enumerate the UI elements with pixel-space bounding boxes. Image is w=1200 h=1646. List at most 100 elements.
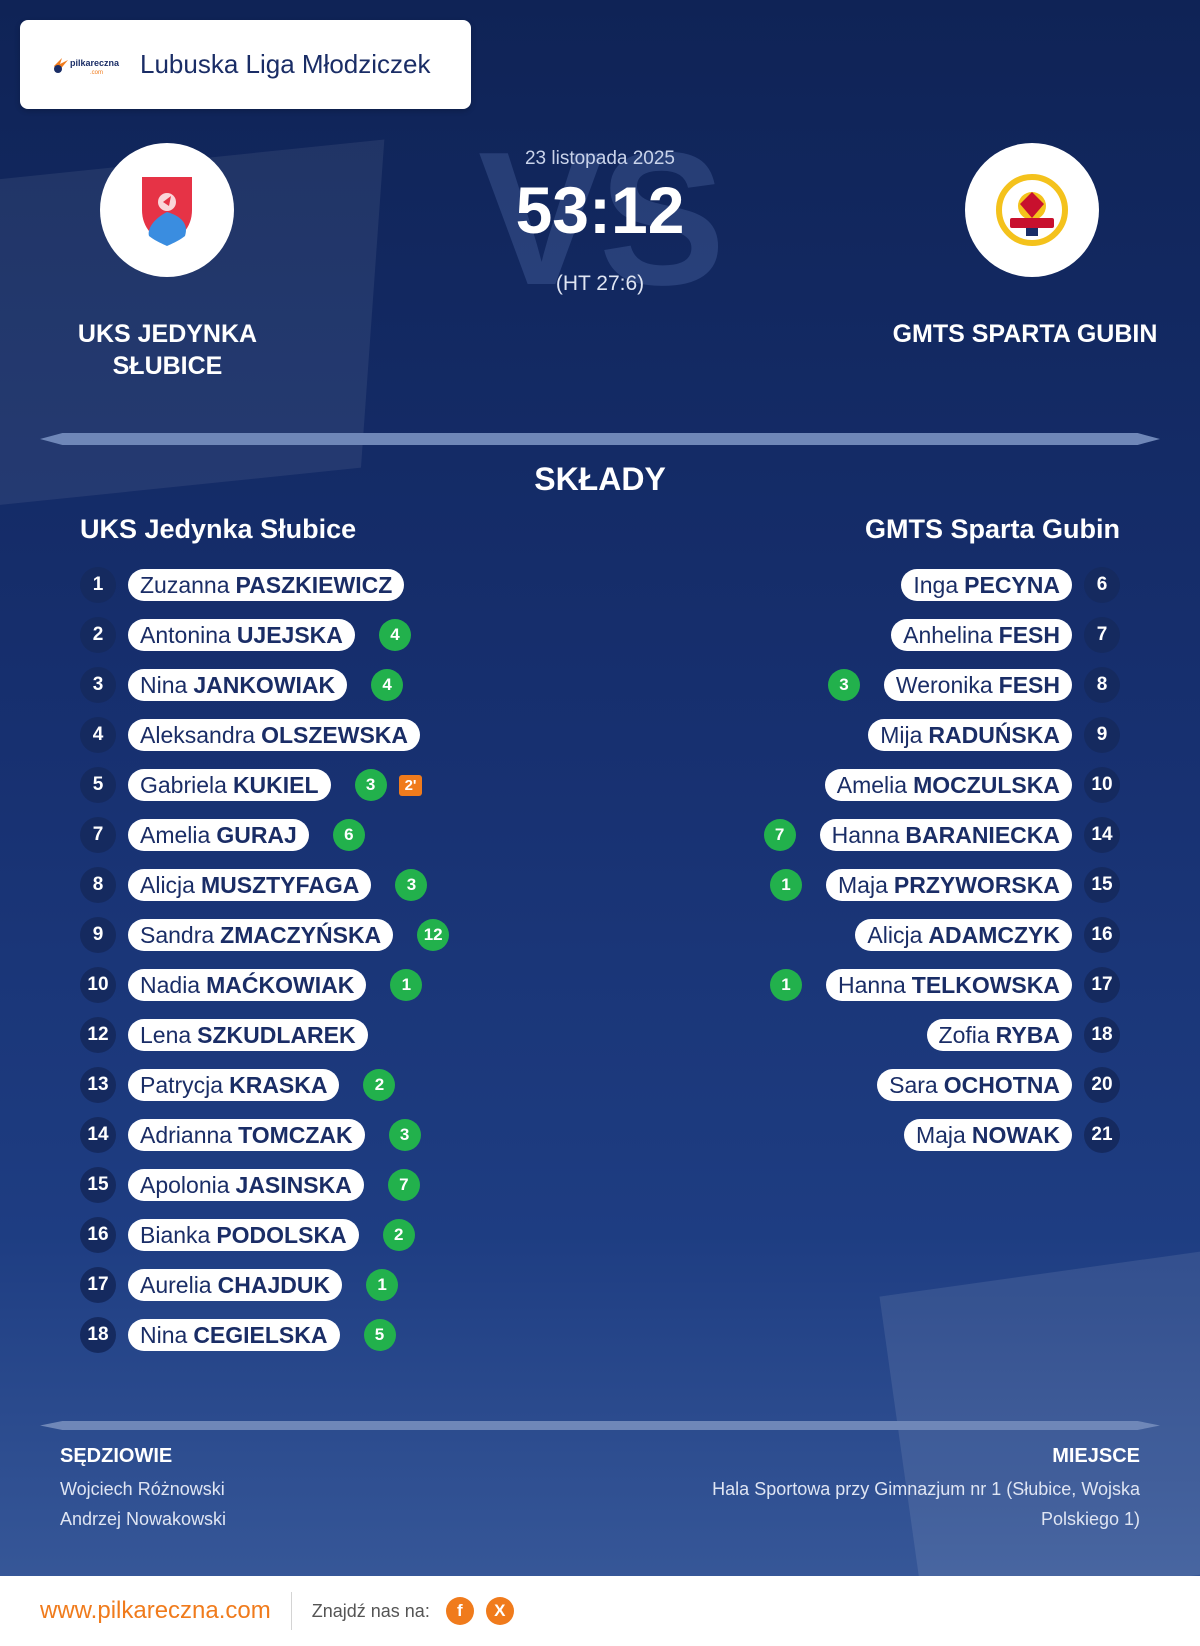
- away-roster: Inga PECYNA 6 Anhelina FESH 7 3 Weronika FESH 8 Mi…: [763, 560, 1120, 1160]
- player-number: 8: [1084, 667, 1120, 703]
- player-number: 18: [1084, 1017, 1120, 1053]
- player-name-pill[interactable]: Inga PECYNA: [901, 569, 1072, 601]
- goals-badge: 3: [388, 1119, 421, 1151]
- divider: [40, 433, 1160, 445]
- player-last-name: MAĆKOWIAK: [206, 971, 355, 998]
- player-last-name: PODOLSKA: [216, 1221, 347, 1248]
- player-number: 17: [1084, 967, 1120, 1003]
- player-name-pill[interactable]: Aurelia CHAJDUK: [128, 1269, 343, 1301]
- away-team-name: GMTS SPARTA GUBIN: [892, 320, 1158, 348]
- footer: www.pilkareczna.com Znajdź nas na: f X: [0, 1576, 1200, 1646]
- goals-badge: 7: [387, 1169, 420, 1201]
- facebook-icon[interactable]: f: [445, 1597, 474, 1625]
- player-name-pill[interactable]: Zofia RYBA: [926, 1019, 1072, 1051]
- player-number: 2: [80, 617, 116, 653]
- player-name-pill[interactable]: Weronika FESH: [883, 669, 1072, 701]
- player-name-pill[interactable]: Nina CEGIELSKA: [128, 1319, 340, 1351]
- pilkareczna-logo: pilkareczna .com: [50, 52, 120, 78]
- player-row: 7 Amelia GURAJ 6: [80, 810, 449, 860]
- player-name-pill[interactable]: Bianka PODOLSKA: [128, 1219, 359, 1251]
- player-last-name: NOWAK: [971, 1121, 1060, 1148]
- player-row: 16 Bianka PODOLSKA 2: [80, 1210, 449, 1260]
- player-row: Inga PECYNA 6: [764, 560, 1120, 610]
- player-first-name: Anhelina: [903, 621, 993, 648]
- player-number: 7: [1084, 617, 1120, 653]
- player-name-pill[interactable]: Adrianna TOMCZAK: [128, 1119, 365, 1151]
- player-first-name: Maja: [838, 871, 888, 898]
- league-header[interactable]: pilkareczna .com Lubuska Liga Młodziczek: [20, 20, 471, 109]
- player-name-pill[interactable]: Amelia GURAJ: [128, 819, 309, 851]
- player-row: Alicja ADAMCZYK 16: [764, 910, 1120, 960]
- svg-text:.com: .com: [90, 70, 103, 76]
- player-last-name: KUKIEL: [232, 771, 319, 798]
- player-last-name: BARANIECKA: [905, 821, 1060, 848]
- player-name-pill[interactable]: Sandra ZMACZYŃSKA: [128, 919, 394, 951]
- find-us-label: Znajdź nas na:: [311, 1600, 430, 1621]
- player-name-pill[interactable]: Apolonia JASINSKA: [128, 1169, 364, 1201]
- goals-badge: 7: [763, 819, 796, 851]
- player-first-name: Alicja: [140, 871, 195, 898]
- player-name-pill[interactable]: Aleksandra OLSZEWSKA: [128, 719, 421, 751]
- player-number: 13: [80, 1067, 116, 1103]
- player-row: 9 Sandra ZMACZYŃSKA 12: [80, 910, 450, 960]
- player-name-pill[interactable]: Nina JANKOWIAK: [128, 669, 348, 701]
- player-name-pill[interactable]: Amelia MOCZULSKA: [824, 769, 1072, 801]
- player-first-name: Adrianna: [140, 1121, 233, 1148]
- player-first-name: Bianka: [140, 1221, 211, 1248]
- player-row: Mija RADUŃSKA 9: [764, 710, 1120, 760]
- player-last-name: TOMCZAK: [238, 1121, 353, 1148]
- player-name-pill[interactable]: Hanna TELKOWSKA: [826, 969, 1072, 1001]
- player-number: 10: [80, 967, 116, 1003]
- player-first-name: Nina: [140, 671, 188, 698]
- x-icon[interactable]: X: [485, 1597, 514, 1625]
- vs-watermark: VS: [478, 113, 725, 325]
- referee-name: Andrzej Nowakowski: [60, 1509, 227, 1529]
- player-first-name: Zofia: [938, 1021, 990, 1048]
- player-last-name: JANKOWIAK: [193, 671, 336, 698]
- player-name-pill[interactable]: Anhelina FESH: [891, 619, 1072, 651]
- player-name-pill[interactable]: Nadia MAĆKOWIAK: [128, 969, 367, 1001]
- player-last-name: SZKUDLAREK: [197, 1021, 356, 1048]
- goals-badge: 3: [827, 669, 860, 701]
- player-name-pill[interactable]: Sara OCHOTNA: [877, 1069, 1072, 1101]
- player-name-pill[interactable]: Maja PRZYWORSKA: [826, 869, 1072, 901]
- player-row: 3 Nina JANKOWIAK 4: [80, 660, 449, 710]
- player-last-name: GURAJ: [216, 821, 297, 848]
- player-name-pill[interactable]: Gabriela KUKIEL: [128, 769, 331, 801]
- goals-badge: 1: [366, 1269, 399, 1301]
- svg-text:pilkareczna: pilkareczna: [70, 58, 120, 68]
- referee-name: Wojciech Różnowski: [60, 1479, 225, 1499]
- player-number: 7: [80, 817, 116, 853]
- player-name-pill[interactable]: Antonina UJEJSKA: [128, 619, 355, 651]
- player-number: 16: [80, 1217, 116, 1253]
- league-name: Lubuska Liga Młodziczek: [140, 49, 431, 79]
- player-number: 20: [1084, 1067, 1120, 1103]
- player-name-pill[interactable]: Alicja MUSZTYFAGA: [128, 869, 372, 901]
- player-row: Sara OCHOTNA 20: [764, 1060, 1120, 1110]
- away-roster-title: GMTS Sparta Gubin: [864, 514, 1120, 544]
- player-first-name: Nina: [140, 1321, 188, 1348]
- site-link[interactable]: www.pilkareczna.com: [40, 1597, 271, 1624]
- player-name-pill[interactable]: Alicja ADAMCZYK: [855, 919, 1072, 951]
- player-number: 16: [1084, 917, 1120, 953]
- player-name-pill[interactable]: Maja NOWAK: [903, 1119, 1072, 1151]
- player-number: 9: [80, 917, 116, 953]
- player-last-name: JASINSKA: [235, 1171, 352, 1198]
- player-first-name: Hanna: [838, 971, 906, 998]
- player-name-pill[interactable]: Mija RADUŃSKA: [868, 719, 1072, 751]
- player-name-pill[interactable]: Patrycja KRASKA: [128, 1069, 340, 1101]
- player-row: Anhelina FESH 7: [764, 610, 1120, 660]
- player-last-name: PASZKIEWICZ: [235, 571, 393, 598]
- player-row: 15 Apolonia JASINSKA 7: [80, 1160, 449, 1210]
- player-last-name: OCHOTNA: [943, 1071, 1060, 1098]
- player-first-name: Sara: [889, 1071, 938, 1098]
- player-row: 4 Aleksandra OLSZEWSKA: [80, 710, 449, 760]
- player-name-pill[interactable]: Zuzanna PASZKIEWICZ: [128, 569, 405, 601]
- player-number: 5: [80, 767, 116, 803]
- player-row: Zofia RYBA 18: [764, 1010, 1120, 1060]
- final-score: 53:12: [515, 173, 685, 247]
- player-last-name: UJEJSKA: [236, 621, 343, 648]
- lineups-title: SKŁADY: [534, 461, 666, 497]
- player-name-pill[interactable]: Lena SZKUDLAREK: [128, 1019, 368, 1051]
- player-name-pill[interactable]: Hanna BARANIECKA: [819, 819, 1072, 851]
